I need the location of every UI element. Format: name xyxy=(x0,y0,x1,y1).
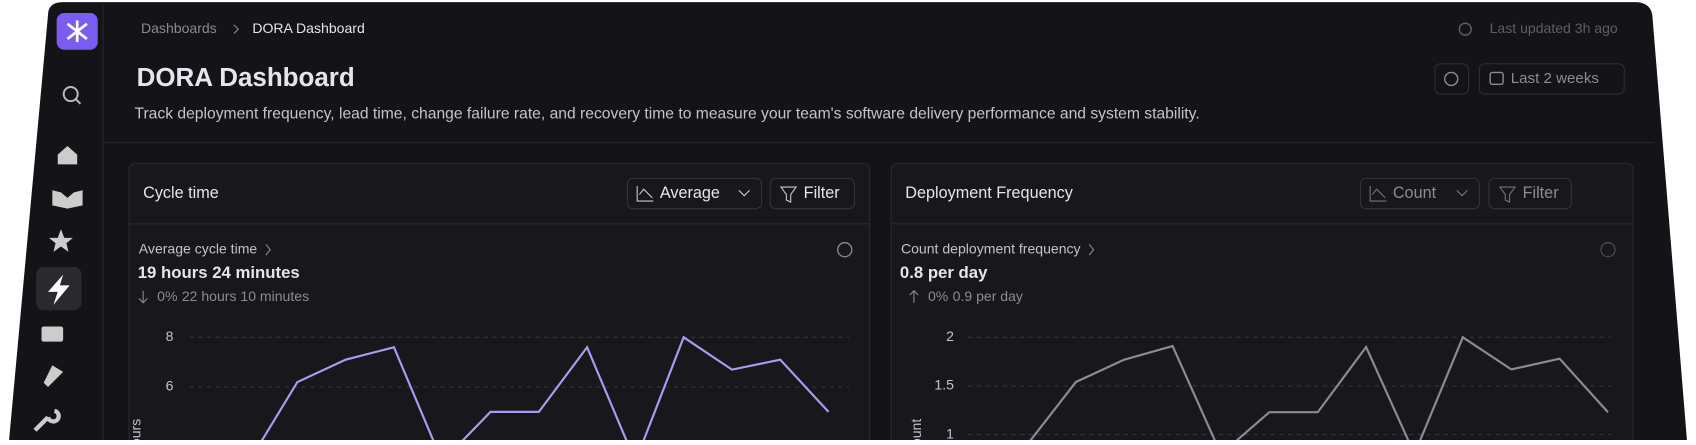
aggregation-value[interactable]: Count xyxy=(1393,184,1437,202)
aggregation-dropdown[interactable] xyxy=(1359,177,1480,210)
filter-icon xyxy=(1498,186,1517,204)
home-icon[interactable] xyxy=(57,145,78,165)
date-range-button[interactable] xyxy=(1478,63,1625,95)
delta: 0% xyxy=(928,288,948,304)
filter-label[interactable]: Filter xyxy=(804,184,841,202)
favorites-icon[interactable] xyxy=(49,229,73,252)
last-updated: Last updated 3h ago xyxy=(1490,20,1618,36)
metric-chevron xyxy=(1088,243,1095,256)
y-tick-label: 6 xyxy=(166,378,174,394)
breadcrumb-link[interactable]: Dashboards xyxy=(141,20,217,36)
search-icon[interactable] xyxy=(62,86,79,103)
calendar-icon xyxy=(1489,71,1504,86)
page-title: DORA Dashboard xyxy=(137,64,355,92)
help-icon xyxy=(1444,71,1459,87)
y-tick-label: 2 xyxy=(946,328,954,344)
notebooks-icon[interactable] xyxy=(52,190,83,209)
chart-type-icon xyxy=(636,185,654,202)
help-button[interactable] xyxy=(1434,63,1470,95)
delta: 0% xyxy=(157,288,177,304)
y-tick-label: 1.5 xyxy=(934,377,954,393)
metric-chevron xyxy=(265,243,271,256)
metric-label[interactable]: Average cycle time xyxy=(139,240,258,256)
metric-value: 19 hours 24 minutes xyxy=(138,263,300,282)
dropdown-chevron xyxy=(738,189,751,197)
y-axis-label: ount xyxy=(908,419,924,440)
breadcrumb-separator xyxy=(233,24,240,34)
info-icon[interactable] xyxy=(837,242,853,258)
previous-value: 0.9 per day xyxy=(953,288,1023,304)
line-series xyxy=(260,335,830,440)
metric-value: 0.8 per day xyxy=(900,263,988,282)
delta-arrow xyxy=(909,290,919,303)
dropdown-chevron xyxy=(1456,189,1468,197)
metric-label[interactable]: Count deployment frequency xyxy=(901,240,1081,256)
filter-button[interactable] xyxy=(769,177,856,210)
info-icon[interactable] xyxy=(1600,242,1616,258)
aggregation-dropdown[interactable] xyxy=(626,177,763,210)
aggregation-value[interactable]: Average xyxy=(660,184,720,202)
y-tick-label: 1 xyxy=(946,425,954,440)
dora-icon[interactable] xyxy=(48,274,70,305)
panel-title: Cycle time xyxy=(143,184,219,202)
filter-icon xyxy=(779,186,798,204)
page-description: Track deployment frequency, lead time, c… xyxy=(134,106,1199,123)
rocket-icon[interactable] xyxy=(43,365,64,388)
delta-arrow xyxy=(138,290,148,304)
refresh-icon xyxy=(1458,22,1472,36)
y-tick-label: 8 xyxy=(166,328,174,344)
chart-type-icon xyxy=(1369,185,1387,202)
settings-icon[interactable] xyxy=(33,408,61,432)
date-range[interactable]: Last 2 weeks xyxy=(1511,70,1600,87)
search-icon-handle xyxy=(75,98,82,105)
previous-value: 22 hours 10 minutes xyxy=(182,288,309,304)
line-series xyxy=(1029,335,1609,440)
presentation-icon[interactable] xyxy=(41,326,64,342)
filter-button[interactable] xyxy=(1488,177,1572,210)
panel-title: Deployment Frequency xyxy=(905,184,1073,202)
filter-label[interactable]: Filter xyxy=(1523,184,1560,202)
logo-mark xyxy=(66,20,88,43)
y-axis-label: ours xyxy=(127,419,143,440)
breadcrumb-current: DORA Dashboard xyxy=(252,20,364,36)
